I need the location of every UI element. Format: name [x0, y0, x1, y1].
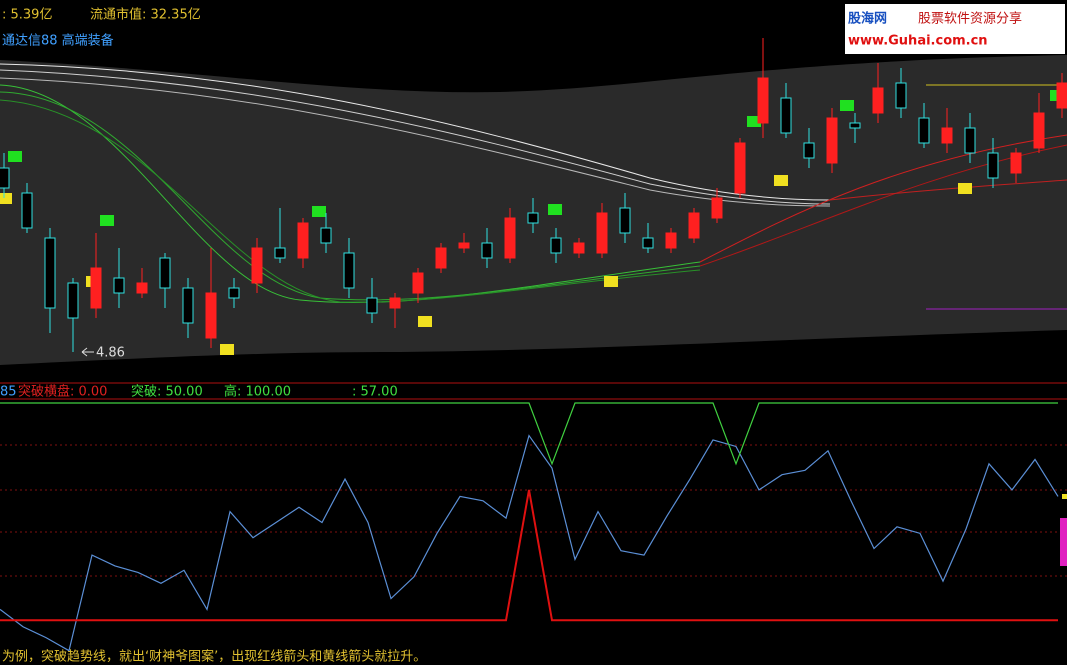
indicator-line [0, 402, 1058, 466]
signal-marker [604, 276, 618, 287]
indicator-flat: 突破横盘: 0.00 [18, 384, 107, 400]
ma-line [0, 69, 831, 205]
signal-marker [840, 100, 854, 111]
candle-body [228, 287, 240, 299]
candle-body [0, 167, 10, 189]
candle-body [21, 192, 33, 229]
candle-body [987, 152, 999, 179]
indicator-line [0, 434, 1059, 652]
oscillator [0, 402, 1059, 652]
candle-body [504, 217, 516, 259]
indicator-value: : 57.00 [352, 385, 398, 400]
candle-body [803, 142, 815, 159]
candle-body [90, 267, 102, 309]
candle-body [481, 242, 493, 259]
candle-body [964, 127, 976, 154]
candle-body [297, 222, 309, 259]
candle-body [550, 237, 562, 254]
indicator-breakout: 突破: 50.00 [131, 384, 203, 400]
candles [0, 38, 1067, 352]
candle-body [872, 87, 884, 114]
candle-body [435, 247, 447, 269]
candle-body [182, 287, 194, 324]
logo-name: 股海网 [848, 11, 887, 27]
candle-body [205, 292, 217, 339]
ma-line [0, 77, 831, 207]
signal-marker [312, 206, 326, 217]
caption: 为例，突破趋势线，就出‘财神爷图案’，出现红线箭头和黄线箭头就拉升。 [2, 649, 426, 665]
candle-body [573, 242, 585, 254]
candle-body [343, 252, 355, 289]
software-name: 通达信88 高端装备 [2, 33, 114, 49]
indicator-high: 高: 100.00 [224, 384, 291, 400]
candle-body [458, 242, 470, 249]
total-cap: : 5.39亿 [2, 8, 52, 23]
ma-line [0, 99, 701, 303]
candle-body [274, 247, 286, 259]
candle-body [527, 212, 539, 224]
candle-body [1010, 152, 1022, 174]
candle-body [412, 272, 424, 294]
float-cap: 流通市值: 32.35亿 [90, 7, 201, 23]
ma-line [699, 134, 1067, 263]
candle-body [711, 197, 723, 219]
indicator-line [0, 489, 1058, 622]
candle-body [251, 247, 263, 284]
indicator-bar [1060, 518, 1067, 566]
signal-marker [8, 151, 22, 162]
candle-body [688, 212, 700, 239]
candle-body [642, 237, 654, 249]
candle-body [1056, 82, 1067, 109]
indicator-dot [1062, 494, 1067, 499]
candle-body [596, 212, 608, 254]
ma-line [0, 63, 831, 201]
logo-slogan: 股票软件资源分享 [918, 11, 1022, 27]
candle-body [44, 237, 56, 309]
candle-body [320, 227, 332, 244]
candle-body [918, 117, 930, 144]
candle-body [895, 82, 907, 109]
candle-body [849, 122, 861, 129]
candle-body [1033, 112, 1045, 149]
low-label: 4.86 [96, 346, 125, 361]
candle-body [941, 127, 953, 144]
signal-marker [747, 116, 761, 127]
candle-body [113, 277, 125, 294]
indicator-prefix: 85 [0, 385, 17, 400]
candle-body [136, 282, 148, 294]
logo-box [845, 4, 1065, 54]
logo-url: www.Guhai.com.cn [848, 34, 988, 49]
candle-body [780, 97, 792, 134]
low-arrow-head [81, 347, 88, 357]
signal-marker [418, 316, 432, 327]
candle-body [826, 117, 838, 164]
candle-body [389, 297, 401, 309]
signal-marker [100, 215, 114, 226]
candle-body [619, 207, 631, 234]
candle-body [734, 142, 746, 194]
candle-body [757, 77, 769, 124]
candle-body [665, 232, 677, 249]
candle-body [67, 282, 79, 319]
signal-marker [548, 204, 562, 215]
ma-line [829, 179, 1067, 201]
signal-marker [774, 175, 788, 186]
candle-body [159, 257, 171, 289]
candle-body [366, 297, 378, 314]
signal-marker [0, 193, 12, 204]
signal-marker [220, 344, 234, 355]
signal-marker [958, 183, 972, 194]
